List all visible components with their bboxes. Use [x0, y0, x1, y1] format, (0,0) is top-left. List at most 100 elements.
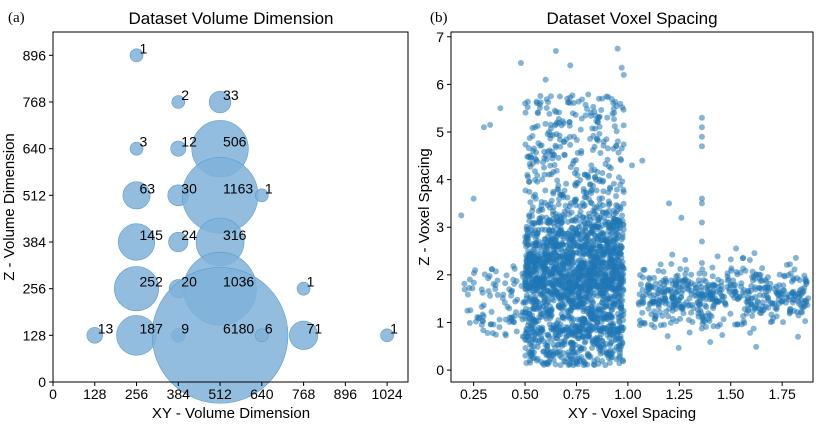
point-b-1808 [555, 115, 562, 122]
point-b-2556 [758, 277, 765, 284]
point-b-2350 [753, 343, 760, 350]
point-b-1690 [563, 180, 570, 187]
point-b-2776 [698, 114, 705, 121]
point-b-2773 [639, 157, 646, 164]
point-b-2735 [489, 330, 496, 337]
plot-frame-b [450, 31, 814, 383]
point-b-1453 [584, 233, 591, 240]
point-b-2647 [761, 284, 768, 291]
point-b-1744 [545, 219, 552, 226]
point-b-1471 [586, 210, 593, 217]
point-b-2754 [479, 289, 486, 296]
point-b-1764 [524, 153, 531, 160]
point-b-2619 [696, 292, 703, 299]
point-b-1900 [602, 362, 609, 369]
point-b-2131 [579, 334, 586, 341]
point-b-1212 [544, 272, 551, 279]
point-b-2615 [709, 282, 716, 289]
point-b-1843 [563, 136, 570, 143]
point-b-2759 [479, 311, 486, 318]
point-b-1472 [591, 237, 598, 244]
point-b-2777 [698, 124, 705, 131]
point-b-1874 [605, 94, 612, 100]
point-b-1408 [559, 218, 566, 225]
point-b-1556 [551, 265, 558, 272]
point-b-1896 [556, 93, 563, 100]
point-b-1473 [602, 237, 609, 244]
point-b-2457 [717, 321, 723, 328]
point-b-1885 [583, 189, 590, 196]
point-b-2510 [726, 288, 733, 295]
point-b-1859 [592, 125, 599, 132]
point-b-2761 [470, 195, 477, 202]
point-label-a-3: 3 [140, 134, 148, 150]
point-b-1646 [615, 174, 622, 181]
point-b-2078 [587, 353, 594, 360]
point-b-1280 [539, 242, 546, 249]
point-b-1336 [617, 243, 624, 250]
point-b-2650 [746, 256, 753, 263]
point-a-6 [122, 181, 151, 210]
point-b-2620 [640, 295, 646, 302]
point-b-1762 [571, 196, 578, 203]
x-tick-label-b-2: 0.75 [563, 386, 590, 402]
point-b-2513 [752, 275, 759, 282]
point-b-2514 [780, 319, 787, 326]
point-b-1853 [620, 122, 627, 129]
point-b-2141 [606, 330, 613, 336]
point-b-1981 [545, 333, 552, 340]
point-b-1397 [618, 302, 625, 309]
point-b-1318 [613, 186, 620, 193]
point-label-a-12: 316 [223, 227, 247, 243]
point-b-2666 [640, 266, 647, 273]
point-b-2144 [551, 350, 558, 357]
point-b-2080 [573, 356, 580, 363]
point-b-1825 [558, 191, 565, 198]
point-b-2569 [657, 261, 664, 268]
point-b-1351 [604, 264, 611, 271]
point-b-2149 [608, 350, 615, 357]
point-b-1553 [589, 253, 596, 260]
point-b-2726 [488, 308, 495, 315]
point-b-1309 [600, 296, 607, 303]
point-label-a-22: 71 [307, 320, 323, 336]
point-b-1596 [614, 272, 621, 279]
point-b-2107 [595, 342, 602, 349]
point-b-1565 [566, 315, 573, 322]
point-b-2766 [542, 76, 549, 83]
point-b-2663 [802, 276, 809, 283]
point-b-2520 [799, 289, 806, 296]
point-b-2762 [480, 124, 487, 131]
point-b-1856 [617, 155, 624, 162]
point-b-1533 [522, 262, 529, 269]
points-a [86, 48, 394, 404]
point-b-1727 [588, 167, 595, 174]
point-b-2138 [566, 352, 573, 359]
point-b-2770 [618, 64, 625, 71]
point-b-2385 [683, 266, 690, 273]
point-b-1838 [561, 151, 568, 158]
point-a-21 [255, 328, 269, 343]
point-b-2110 [543, 352, 550, 359]
point-a-3 [129, 141, 144, 156]
point-b-1320 [552, 288, 559, 295]
point-b-2085 [561, 339, 568, 346]
point-b-2151 [727, 256, 734, 263]
point-b-1229 [545, 293, 552, 300]
point-b-1857 [534, 109, 541, 116]
point-label-a-20: 6180 [223, 320, 254, 336]
point-b-1452 [544, 287, 551, 294]
point-b-2765 [517, 59, 524, 66]
point-b-1540 [525, 225, 532, 232]
y-tick-label-b-4: 4 [436, 172, 444, 188]
point-b-1592 [594, 319, 601, 326]
point-b-2587 [786, 308, 793, 315]
point-a-9 [255, 188, 269, 203]
point-b-2279 [768, 311, 775, 318]
point-b-2659 [662, 297, 669, 304]
point-b-2783 [698, 238, 705, 245]
point-b-1747 [555, 222, 561, 229]
point-b-2126 [599, 324, 606, 331]
y-axis-label-a: Z - Volume Dimension [1, 133, 18, 281]
point-b-2187 [707, 339, 714, 346]
